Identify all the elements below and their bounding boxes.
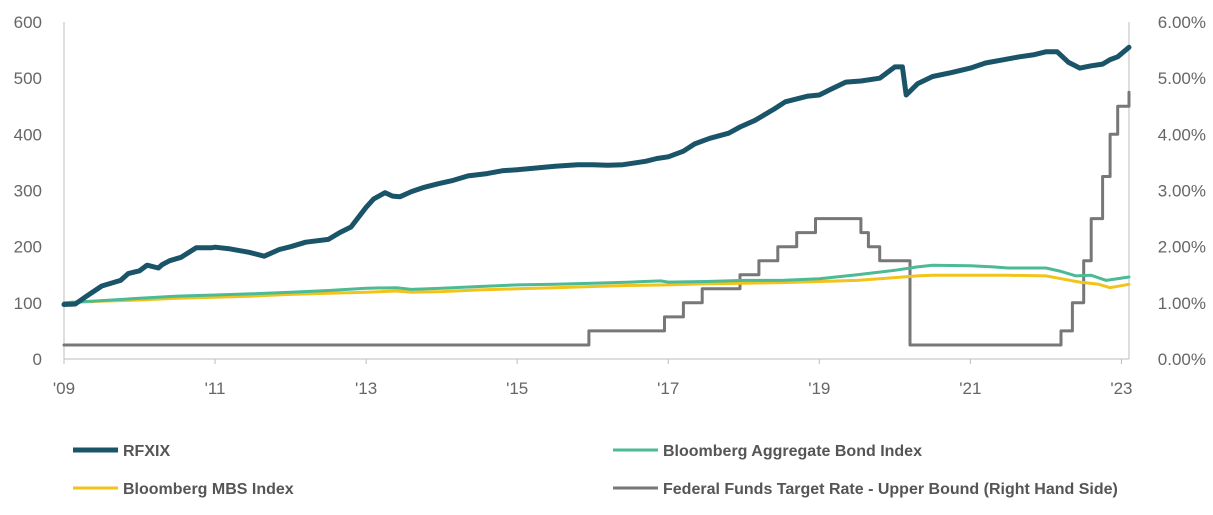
right-y-tick-label: 6.00% — [1158, 13, 1206, 32]
legend-item: Bloomberg Aggregate Bond Index — [613, 443, 922, 460]
right-y-tick-label: 4.00% — [1158, 125, 1206, 144]
left-y-tick-label: 600 — [14, 13, 42, 32]
series-line-bloomberg-mbs-index — [62, 273, 1131, 305]
legend-label: Federal Funds Target Rate - Upper Bound … — [663, 481, 1118, 498]
x-tick-label: '21 — [959, 379, 981, 398]
x-tick-label: '13 — [355, 379, 377, 398]
legend-label: Bloomberg Aggregate Bond Index — [663, 443, 922, 460]
right-y-tick-label: 1.00% — [1158, 294, 1206, 313]
plot-area — [61, 44, 1132, 347]
legend: RFXIX Bloomberg Aggregate Bond Index Bloom… — [73, 443, 1118, 498]
left-y-tick-label: 500 — [14, 69, 42, 88]
legend-item: RFXIX — [73, 443, 170, 460]
right-y-tick-label: 5.00% — [1158, 69, 1206, 88]
left-y-tick-label: 400 — [14, 125, 42, 144]
tick-labels: 0 100 200 300 400 500 600 0.00% 1.00% 2.00% 3.00% 4… — [14, 13, 1206, 398]
x-tick-label: '19 — [808, 379, 830, 398]
x-tick-label: '11 — [205, 379, 226, 398]
legend-label: RFXIX — [123, 443, 170, 460]
series-line-rfxix — [61, 44, 1132, 307]
x-tick-label: '09 — [53, 379, 75, 398]
left-y-tick-label: 0 — [33, 350, 42, 369]
right-y-tick-label: 2.00% — [1158, 238, 1206, 257]
axes — [63, 22, 1130, 364]
left-y-tick-label: 200 — [14, 238, 42, 257]
series-line-federal-funds-target-rate-upper-bound-right-hand-side — [62, 90, 1131, 347]
legend-item: Federal Funds Target Rate - Upper Bound … — [613, 481, 1118, 498]
legend-label: Bloomberg MBS Index — [123, 481, 294, 498]
left-y-tick-label: 100 — [14, 294, 42, 313]
right-y-tick-label: 3.00% — [1158, 182, 1206, 201]
right-y-tick-label: 0.00% — [1158, 350, 1206, 369]
legend-item: Bloomberg MBS Index — [73, 481, 294, 498]
x-tick-label: '17 — [657, 379, 679, 398]
x-tick-label: '23 — [1110, 379, 1132, 398]
x-tick-label: '15 — [506, 379, 528, 398]
left-y-tick-label: 300 — [14, 182, 42, 201]
series-line-bloomberg-aggregate-bond-index — [62, 263, 1131, 305]
